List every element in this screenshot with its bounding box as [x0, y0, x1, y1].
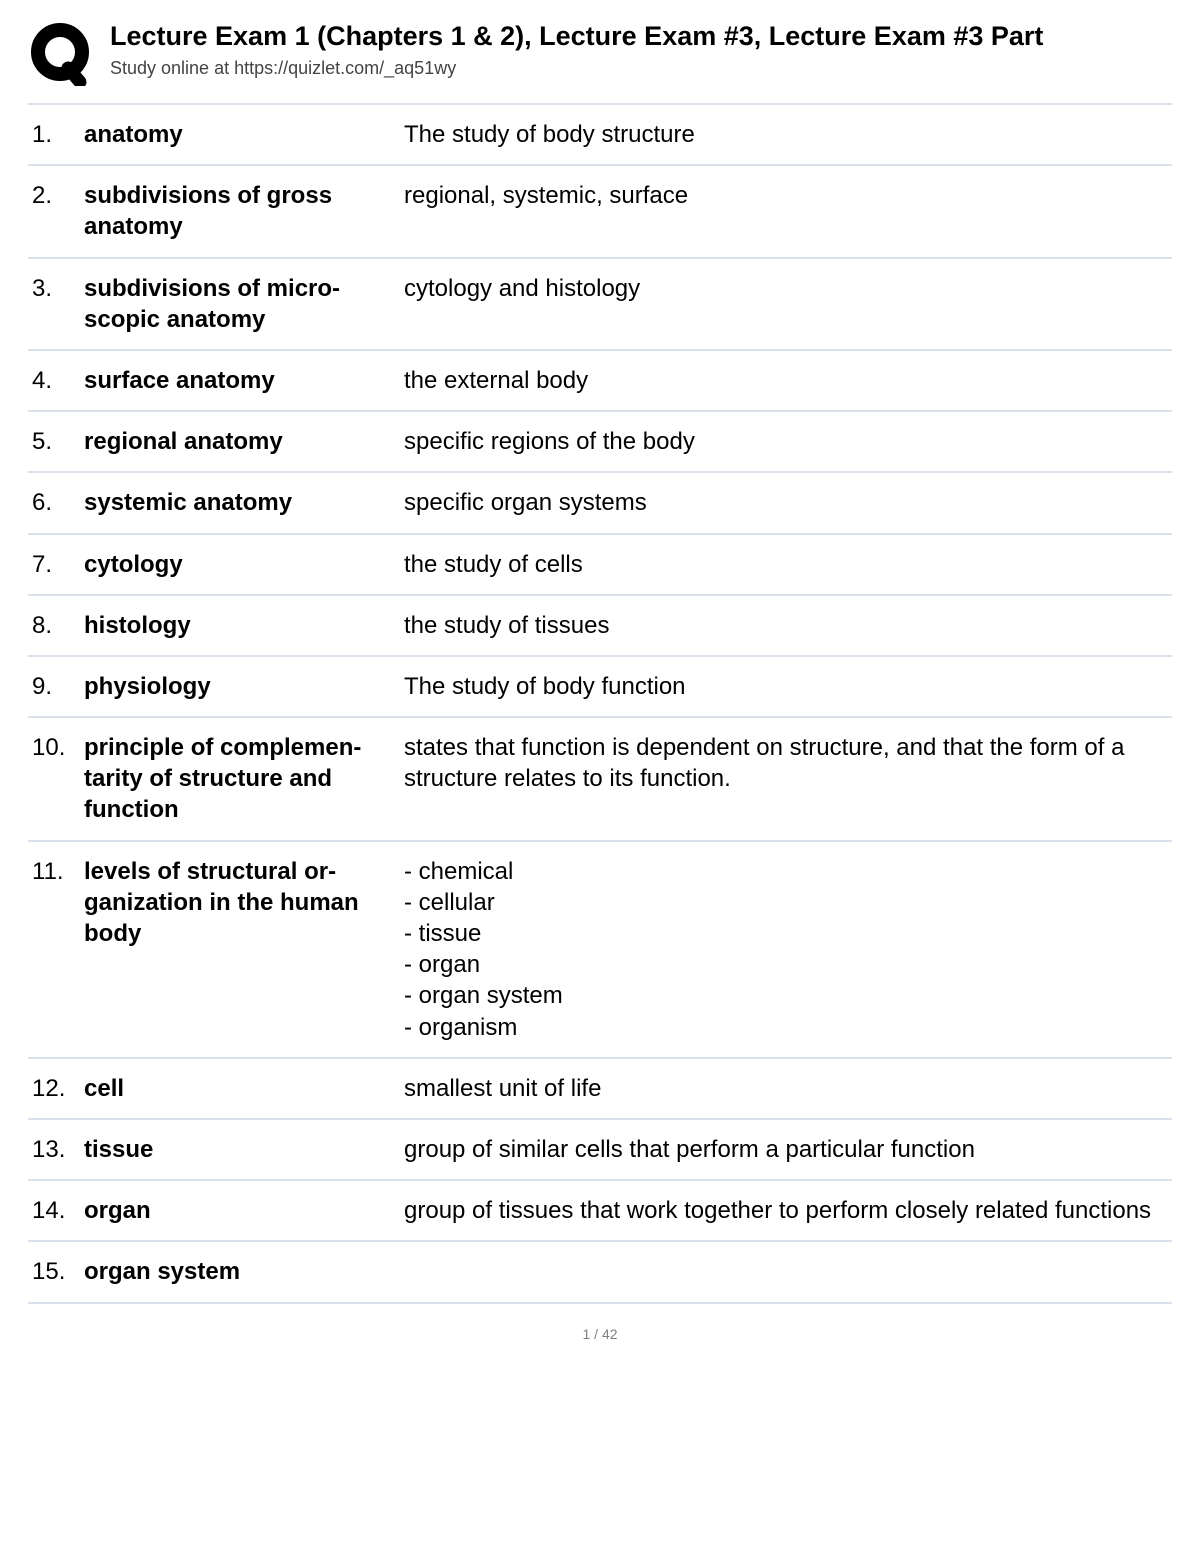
row-definition: regional, systemic, surface [404, 180, 1172, 211]
row-number: 9. [28, 671, 84, 702]
term-list: 1.anatomyThe study of body structure2.su… [28, 103, 1172, 1304]
row-term: cell [84, 1073, 404, 1104]
row-definition: states that function is dependent on str… [404, 732, 1172, 794]
term-row: 5.regional anatomyspecific regions of th… [28, 412, 1172, 473]
row-definition: specific organ systems [404, 487, 1172, 518]
row-number: 10. [28, 732, 84, 763]
row-number: 13. [28, 1134, 84, 1165]
row-definition: the study of tissues [404, 610, 1172, 641]
term-row: 12.cellsmallest unit of life [28, 1059, 1172, 1120]
term-row: 4.surface anatomythe external body [28, 351, 1172, 412]
row-term: anatomy [84, 119, 404, 150]
row-term: surface anatomy [84, 365, 404, 396]
row-number: 14. [28, 1195, 84, 1226]
row-term: physiology [84, 671, 404, 702]
term-row: 10.principle of complemen-tarity of stru… [28, 718, 1172, 842]
term-row: 9.physiologyThe study of body function [28, 657, 1172, 718]
row-number: 11. [28, 856, 84, 887]
page-footer: 1 / 42 [28, 1304, 1172, 1356]
row-number: 6. [28, 487, 84, 518]
term-row: 7.cytologythe study of cells [28, 535, 1172, 596]
row-term: subdivisions of micro-scopic anatomy [84, 273, 404, 335]
term-row: 13.tissuegroup of similar cells that per… [28, 1120, 1172, 1181]
row-term: regional anatomy [84, 426, 404, 457]
page-indicator: 1 / 42 [582, 1326, 617, 1342]
term-row: 8.histologythe study of tissues [28, 596, 1172, 657]
quizlet-logo-icon [28, 22, 92, 91]
study-url: Study online at https://quizlet.com/_aq5… [110, 58, 1172, 79]
page-header: Lecture Exam 1 (Chapters 1 & 2), Lecture… [28, 20, 1172, 103]
row-term: tissue [84, 1134, 404, 1165]
row-term: subdivisions of gross anatomy [84, 180, 404, 242]
study-page: Lecture Exam 1 (Chapters 1 & 2), Lecture… [0, 0, 1200, 1356]
row-term: principle of complemen-tarity of structu… [84, 732, 404, 826]
row-definition: group of tissues that work together to p… [404, 1195, 1172, 1226]
row-number: 12. [28, 1073, 84, 1104]
term-row: 1.anatomyThe study of body structure [28, 105, 1172, 166]
row-definition: specific regions of the body [404, 426, 1172, 457]
row-term: systemic anatomy [84, 487, 404, 518]
row-number: 5. [28, 426, 84, 457]
page-title: Lecture Exam 1 (Chapters 1 & 2), Lecture… [110, 20, 1172, 54]
row-term: organ system [84, 1256, 404, 1287]
term-row: 14.organgroup of tissues that work toget… [28, 1181, 1172, 1242]
term-row: 2.subdivisions of gross anatomyregional,… [28, 166, 1172, 258]
row-definition: cytology and histology [404, 273, 1172, 304]
row-definition: - chemical - cellular - tissue - organ -… [404, 856, 1172, 1043]
row-number: 4. [28, 365, 84, 396]
row-number: 15. [28, 1256, 84, 1287]
term-row: 15.organ system [28, 1242, 1172, 1303]
row-term: cytology [84, 549, 404, 580]
row-definition: the study of cells [404, 549, 1172, 580]
header-text: Lecture Exam 1 (Chapters 1 & 2), Lecture… [110, 20, 1172, 79]
row-term: histology [84, 610, 404, 641]
row-number: 1. [28, 119, 84, 150]
row-definition: The study of body function [404, 671, 1172, 702]
row-definition: The study of body structure [404, 119, 1172, 150]
row-definition: group of similar cells that perform a pa… [404, 1134, 1172, 1165]
row-number: 2. [28, 180, 84, 211]
term-row: 6.systemic anatomyspecific organ systems [28, 473, 1172, 534]
term-row: 11.levels of structural or-ganization in… [28, 842, 1172, 1059]
row-number: 8. [28, 610, 84, 641]
term-row: 3.subdivisions of micro-scopic anatomycy… [28, 259, 1172, 351]
row-term: organ [84, 1195, 404, 1226]
row-term: levels of structural or-ganization in th… [84, 856, 404, 950]
row-number: 7. [28, 549, 84, 580]
row-number: 3. [28, 273, 84, 304]
row-definition: the external body [404, 365, 1172, 396]
row-definition: smallest unit of life [404, 1073, 1172, 1104]
